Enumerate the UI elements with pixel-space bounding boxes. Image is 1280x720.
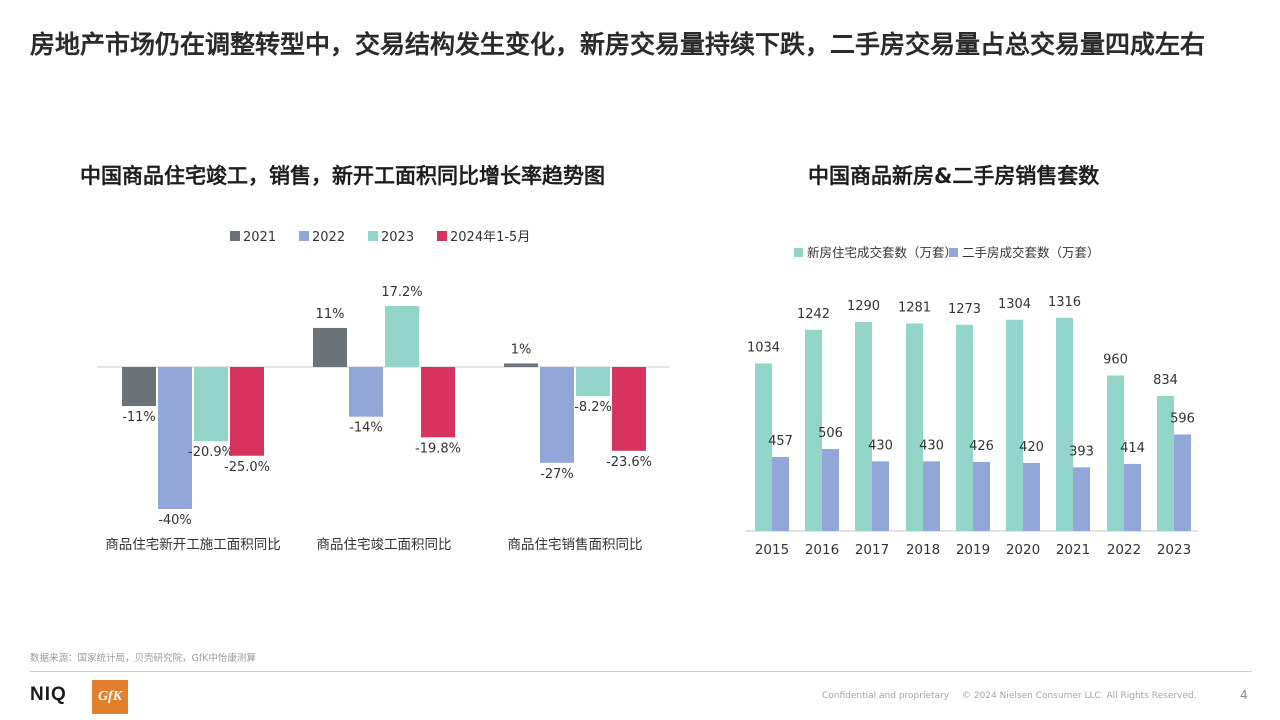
page-number: 4 (1240, 688, 1248, 702)
data-label-4-0: 1273 (948, 302, 981, 317)
data-label-2-1: -27% (540, 467, 574, 482)
footer-copyright: © 2024 Nielsen Consumer LLC. All Rights … (962, 691, 1197, 701)
data-label-4-1: 426 (969, 439, 994, 454)
data-label-5-0: 1304 (998, 297, 1031, 312)
year-label-0: 2015 (755, 542, 789, 558)
year-label-7: 2022 (1107, 542, 1141, 558)
data-label-2-3: -23.6% (606, 455, 652, 470)
data-label-0-0: 1034 (747, 340, 780, 355)
footer-confidential: Confidential and proprietary (822, 691, 950, 701)
data-label-2-2: -8.2% (574, 400, 612, 415)
data-label-2-0: 1290 (847, 299, 880, 314)
bar-2-3 (612, 367, 646, 451)
bar-6-0 (1056, 317, 1073, 531)
bar-2-1 (872, 461, 889, 531)
legend-swatch-3 (437, 231, 447, 241)
year-label-5: 2020 (1006, 542, 1040, 558)
legend-swatch-1 (949, 248, 958, 257)
bar-1-0 (805, 329, 822, 531)
data-label-3-1: 430 (919, 438, 944, 453)
footer-divider (30, 671, 1252, 672)
category-label-2: 商品住宅销售面积同比 (508, 537, 643, 553)
data-label-1-1: 506 (818, 426, 843, 441)
bar-2-1 (540, 367, 574, 463)
legend-swatch-0 (794, 248, 803, 257)
data-label-5-1: 420 (1019, 440, 1044, 455)
data-label-7-1: 414 (1120, 441, 1145, 456)
data-label-0-3: -25.0% (224, 460, 270, 475)
legend-swatch-0 (230, 231, 240, 241)
data-label-1-3: -19.8% (415, 441, 461, 456)
data-label-7-0: 960 (1103, 352, 1128, 367)
growth-rate-bar-chart: 2021 2022 2023 2024年1-5月 -11% -40% -20.9%-25.0… (97, 230, 670, 553)
category-label-0: 商品住宅新开工施工面积同比 (105, 537, 281, 553)
data-label-1-0: 11% (316, 307, 345, 322)
legend-label-0: 2021 (243, 230, 276, 245)
bar-0-1 (772, 456, 789, 531)
data-label-1-2: 17.2% (381, 285, 422, 300)
bar-1-2 (385, 305, 419, 367)
bar-0-2 (194, 367, 228, 442)
bar-8-0 (1157, 395, 1174, 531)
bar-7-1 (1124, 463, 1141, 531)
bar-0-0 (122, 367, 156, 407)
bar-1-3 (421, 367, 455, 438)
bar-2-2 (576, 367, 610, 397)
bar-5-0 (1006, 319, 1023, 531)
data-label-1-0: 1242 (797, 307, 830, 322)
bar-1-1 (822, 449, 839, 531)
data-label-3-0: 1281 (898, 300, 931, 315)
year-label-6: 2021 (1056, 542, 1090, 558)
bar-4-1 (973, 461, 990, 531)
data-label-2-1: 430 (868, 438, 893, 453)
data-label-2-0: 1% (511, 342, 532, 357)
data-label-0-1: 457 (768, 434, 793, 449)
left-chart-title: 中国商品住宅竣工，销售，新开工面积同比增长率趋势图 (80, 164, 605, 188)
bar-8-1 (1174, 434, 1191, 531)
legend-label-3: 2024年1-5月 (450, 230, 530, 245)
legend-label-1: 2022 (312, 230, 345, 245)
bar-3-0 (906, 323, 923, 531)
housing-sales-bar-chart: 新房住宅成交套数（万套） 二手房成交套数（万套） 1034 457 2015 1242 50… (745, 245, 1199, 558)
right-chart-title: 中国商品新房&二手房销售套数 (808, 164, 1100, 188)
bar-5-1 (1023, 462, 1040, 531)
gfk-logo: GfK (92, 680, 128, 714)
bar-3-1 (923, 461, 940, 531)
data-label-8-1: 596 (1170, 411, 1195, 426)
year-label-8: 2023 (1157, 542, 1191, 558)
legend-label-2: 2023 (381, 230, 414, 245)
legend-label-0: 新房住宅成交套数（万套） (807, 245, 957, 260)
data-label-8-0: 834 (1153, 373, 1178, 388)
bar-0-3 (230, 367, 264, 456)
legend-swatch-2 (368, 231, 378, 241)
data-label-6-0: 1316 (1048, 295, 1081, 310)
category-label-1: 商品住宅竣工面积同比 (317, 537, 452, 553)
bar-1-1 (349, 367, 383, 417)
year-label-4: 2019 (956, 542, 990, 558)
year-label-2: 2017 (855, 542, 889, 558)
bar-0-1 (158, 367, 192, 509)
bar-2-0 (855, 322, 872, 531)
data-label-0-2: -20.9% (188, 445, 234, 460)
bar-4-0 (956, 324, 973, 531)
data-label-0-0: -11% (122, 410, 156, 425)
data-label-6-1: 393 (1069, 444, 1094, 459)
niq-logo: NIQ (30, 684, 67, 705)
data-label-1-1: -14% (349, 421, 383, 436)
data-source-note: 数据来源：国家统计局，贝壳研究院，GfK中怡康测算 (30, 653, 256, 664)
bar-2-0 (504, 363, 538, 367)
page-title: 房地产市场仍在调整转型中，交易结构发生变化，新房交易量持续下跌，二手房交易量占总… (30, 30, 1206, 59)
year-label-3: 2018 (906, 542, 940, 558)
bar-7-0 (1107, 375, 1124, 531)
legend-swatch-1 (299, 231, 309, 241)
bar-1-0 (313, 327, 347, 367)
bar-0-0 (755, 363, 772, 531)
bar-6-1 (1073, 467, 1090, 531)
data-label-0-1: -40% (158, 513, 192, 528)
year-label-1: 2016 (805, 542, 839, 558)
legend-label-1: 二手房成交套数（万套） (962, 245, 1100, 260)
